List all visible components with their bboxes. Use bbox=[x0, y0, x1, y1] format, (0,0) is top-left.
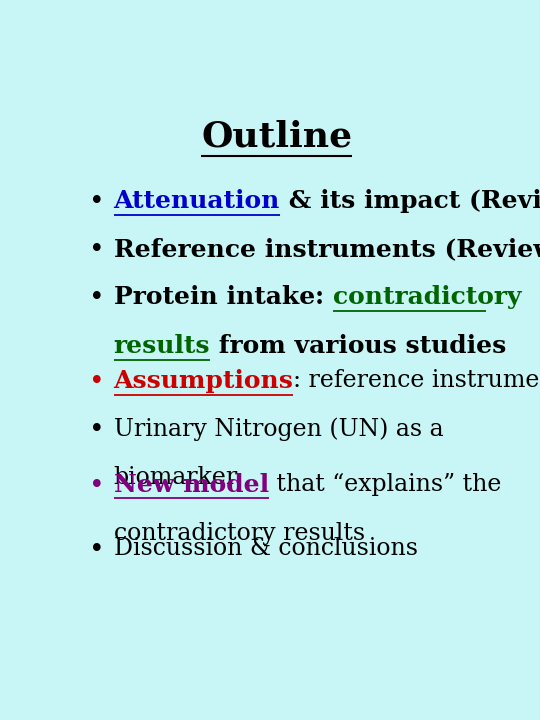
Text: results: results bbox=[113, 334, 210, 359]
Text: Discussion & conclusions: Discussion & conclusions bbox=[113, 536, 417, 559]
Text: Outline: Outline bbox=[201, 120, 352, 153]
Text: •: • bbox=[89, 189, 105, 215]
Text: from various studies: from various studies bbox=[210, 334, 507, 359]
Text: : reference instruments: : reference instruments bbox=[293, 369, 540, 392]
Text: & its impact (Review): & its impact (Review) bbox=[280, 189, 540, 213]
Text: •: • bbox=[89, 473, 105, 499]
Text: biomarker: biomarker bbox=[113, 466, 238, 489]
Text: contradictory results: contradictory results bbox=[113, 521, 365, 544]
Text: •: • bbox=[89, 536, 105, 562]
Text: Reference instruments (Review): Reference instruments (Review) bbox=[113, 237, 540, 261]
Text: New model: New model bbox=[113, 473, 269, 497]
Text: Protein intake: Protein intake bbox=[113, 285, 315, 310]
Text: •: • bbox=[89, 285, 105, 312]
Text: •: • bbox=[89, 369, 105, 395]
Text: •: • bbox=[89, 418, 105, 444]
Text: Urinary Nitrogen (UN) as a: Urinary Nitrogen (UN) as a bbox=[113, 418, 443, 441]
Text: contradictory: contradictory bbox=[333, 285, 521, 310]
Text: that “explains” the: that “explains” the bbox=[269, 473, 501, 496]
Text: Attenuation: Attenuation bbox=[113, 189, 280, 213]
Text: •: • bbox=[89, 237, 105, 264]
Text: :: : bbox=[315, 285, 333, 310]
Text: Assumptions: Assumptions bbox=[113, 369, 293, 393]
